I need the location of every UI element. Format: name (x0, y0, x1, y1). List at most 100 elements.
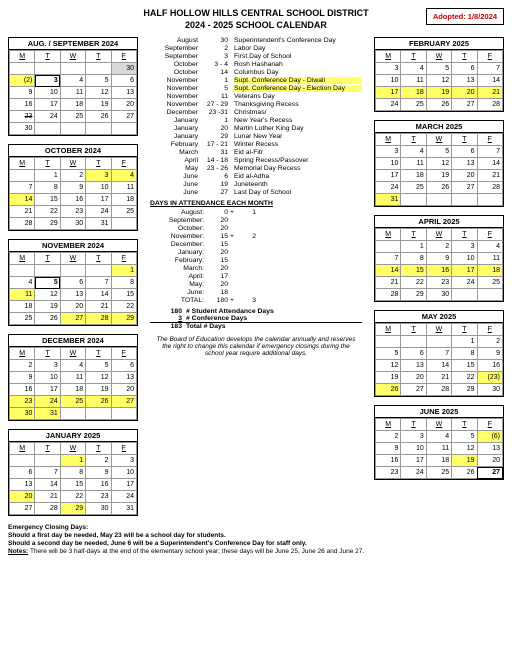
calendar-cell: 29 (35, 218, 60, 230)
calendar-cell: 18 (111, 194, 136, 206)
dow-header: T (452, 229, 477, 241)
adopted-box: Adopted: 1/8/2024 (426, 8, 504, 25)
calendar-cell: 20 (477, 455, 502, 467)
calendar-cell: 12 (426, 75, 451, 87)
dow-header: F (111, 443, 136, 455)
calendar-cell: 15 (452, 360, 477, 372)
event-month: December (150, 109, 202, 116)
calendar-cell: 10 (401, 443, 426, 455)
calendar: JANUARY 2025MTWTF12367891013141516172021… (8, 429, 138, 516)
attendance-plus: + (228, 297, 236, 304)
event-date: 1 (202, 117, 234, 124)
event-row: January29Lunar New Year (150, 133, 362, 140)
dow-header: W (60, 51, 85, 63)
event-text: Supt. Conference Day - Election Day (234, 85, 362, 92)
dow-header: W (60, 348, 85, 360)
calendar-cell: 7 (477, 63, 502, 75)
attendance-value: 15 (208, 233, 228, 240)
event-row: October3 - 4Rosh Hashanah (150, 61, 362, 68)
calendar: DECEMBER 2024MTWTF2345691011121316171819… (8, 334, 138, 421)
event-date: 30 (202, 37, 234, 44)
attendance-row: October:20 (150, 225, 362, 232)
calendar-cell: 23 (426, 277, 451, 289)
calendar-cell: 2 (60, 170, 85, 182)
calendar-cell: 12 (86, 87, 111, 99)
attendance-plus (228, 257, 236, 264)
calendar-cell (60, 408, 85, 420)
calendar-cell: 16 (477, 360, 502, 372)
calendar-cell: 2 (426, 241, 451, 253)
attendance-month: September: (150, 217, 208, 224)
calendar-cell: 27 (452, 99, 477, 111)
calendar-cell: 26 (35, 313, 60, 325)
event-row: January20Martin Luther King Day (150, 125, 362, 132)
calendar-cell (35, 265, 60, 277)
dow-header: M (376, 229, 401, 241)
calendar-cell: 19 (452, 455, 477, 467)
calendar-cell: 14 (35, 479, 60, 491)
calendar-cell: 22 (60, 491, 85, 503)
calendar-cell: 6 (452, 63, 477, 75)
event-date: 11 (202, 93, 234, 100)
calendar-cell: 20 (401, 372, 426, 384)
event-month: January (150, 117, 202, 124)
event-text: Juneteenth (234, 181, 362, 188)
calendar-cell (60, 63, 85, 75)
dow-header: T (401, 419, 426, 431)
calendar-cell: 1 (401, 241, 426, 253)
calendar-cell (86, 63, 111, 75)
calendar-cell: 11 (401, 158, 426, 170)
calendar-cell: 30 (10, 123, 35, 135)
calendar-cell: 11 (477, 253, 502, 265)
calendar-cell: 11 (10, 289, 35, 301)
calendar-title: DECEMBER 2024 (9, 335, 137, 347)
calendar-cell: 21 (86, 301, 111, 313)
calendar-cell: (23) (477, 372, 502, 384)
calendar-cell: 5 (452, 431, 477, 443)
dow-header: W (426, 51, 451, 63)
calendar-cell: 7 (426, 348, 451, 360)
event-row: May23 - 26Memorial Day Recess (150, 165, 362, 172)
calendar-cell (35, 455, 60, 467)
attendance-plus: + (228, 209, 236, 216)
dow-header: T (452, 419, 477, 431)
event-row: August30Superintendent's Conference Day (150, 37, 362, 44)
calendar-cell: 16 (10, 384, 35, 396)
calendar-cell: 1 (60, 455, 85, 467)
calendar-cell (35, 63, 60, 75)
middle-column: August30Superintendent's Conference Day S… (146, 37, 366, 516)
calendar-cell: 23 (10, 396, 35, 408)
event-text: Winter Recess (234, 141, 362, 148)
attendance-extra (236, 249, 256, 256)
attendance-month: April: (150, 273, 208, 280)
calendar-cell: 29 (60, 503, 85, 515)
dow-header: T (452, 51, 477, 63)
calendar-cell: 10 (35, 87, 60, 99)
calendar-cell: 27 (401, 384, 426, 396)
summary-row: 183Total # Days (150, 322, 362, 330)
event-text: Columbus Day (234, 69, 362, 76)
calendar-cell: 25 (111, 206, 136, 218)
calendar-cell: 30 (111, 63, 136, 75)
event-row: December23 -31Christmas/ (150, 109, 362, 116)
calendar-cell: 28 (376, 289, 401, 301)
dow-header: T (401, 134, 426, 146)
calendar-cell: 4 (111, 170, 136, 182)
calendar-cell: 19 (426, 170, 451, 182)
dow-header: W (60, 158, 85, 170)
event-text: Veterans Day (234, 93, 362, 100)
calendar-cell: (6) (477, 431, 502, 443)
calendar-cell: 18 (10, 301, 35, 313)
calendar-cell: 9 (10, 87, 35, 99)
calendar-cell (86, 265, 111, 277)
calendar-cell: 5 (376, 348, 401, 360)
calendar-cell: 5 (86, 360, 111, 372)
calendar-cell (376, 336, 401, 348)
calendar-cell: 22 (452, 372, 477, 384)
calendar-cell: 10 (111, 467, 136, 479)
event-date: 27 - 29 (202, 101, 234, 108)
dow-header: T (401, 229, 426, 241)
attendance-extra (236, 217, 256, 224)
dow-header: F (477, 419, 502, 431)
event-month: November (150, 93, 202, 100)
